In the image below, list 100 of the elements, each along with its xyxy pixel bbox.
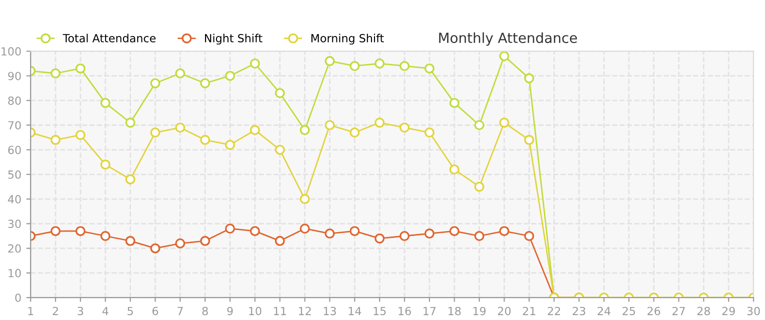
y-tick-label: 20 (8, 244, 21, 253)
y-tick-label: 40 (8, 195, 21, 204)
x-tick-label: 8 (202, 306, 208, 316)
x-tick-label: 4 (102, 306, 108, 316)
point (100, 231, 110, 241)
point (499, 226, 510, 236)
point (274, 144, 285, 155)
x-tick-label: 29 (722, 306, 735, 316)
point (225, 224, 236, 234)
x-tick-label: 17 (424, 306, 436, 316)
x-tick-label: 6 (152, 306, 158, 316)
y-tick-label: 60 (8, 146, 21, 154)
point (50, 134, 61, 145)
point (499, 118, 510, 128)
point (374, 233, 385, 244)
x-tick-label: 28 (697, 306, 710, 316)
x-tick-label: 27 (672, 306, 685, 316)
point (274, 236, 285, 246)
x-tick-label: 21 (522, 306, 536, 316)
x-tick-label: 18 (448, 306, 461, 316)
point (524, 134, 534, 145)
point (75, 226, 86, 236)
x-tick-label: 30 (747, 306, 760, 316)
point (250, 226, 260, 236)
x-tick-label: 14 (348, 306, 362, 316)
point (424, 128, 434, 138)
x-tick-label: 25 (622, 306, 635, 316)
point (474, 120, 484, 130)
point (499, 51, 510, 62)
y-tick-label: 90 (8, 72, 21, 80)
point (400, 60, 410, 71)
point (300, 125, 310, 136)
point (200, 134, 210, 145)
point (424, 228, 434, 239)
point (524, 231, 534, 241)
legend-label: Night Shift (205, 34, 262, 45)
point (250, 58, 260, 69)
point (400, 231, 410, 241)
x-tick-label: 9 (227, 306, 233, 316)
point (250, 125, 260, 136)
point (474, 231, 484, 241)
point (75, 63, 86, 74)
x-tick-label: 12 (298, 306, 311, 316)
y-tick-label: 70 (8, 121, 21, 130)
x-tick-label: 23 (572, 306, 586, 316)
point (449, 226, 460, 236)
legend-label: Morning Shift (311, 34, 384, 45)
point (125, 236, 136, 246)
point (125, 118, 136, 128)
x-tick-label: 3 (78, 306, 84, 316)
point (424, 63, 434, 74)
point (100, 98, 110, 108)
x-tick-label: 22 (548, 306, 560, 316)
x-tick-label: 5 (128, 306, 133, 316)
point (449, 98, 460, 108)
legend-label: Total Attendance (62, 34, 156, 42)
x-tick-label: 10 (249, 306, 262, 316)
point (350, 128, 360, 138)
point (374, 118, 385, 128)
chart-title: Monthly Attendance (439, 32, 577, 46)
point (200, 236, 210, 246)
point (100, 160, 110, 170)
point (175, 122, 186, 133)
y-tick-label: 0 (15, 294, 21, 302)
point (324, 120, 335, 130)
point (300, 194, 310, 204)
point (75, 130, 86, 140)
point (300, 224, 310, 234)
point (150, 243, 160, 254)
point (50, 226, 61, 236)
point (350, 226, 360, 236)
x-tick-label: 1 (28, 306, 34, 316)
y-tick-label: 80 (8, 96, 21, 105)
point (225, 70, 236, 81)
y-tick-label: 30 (8, 220, 21, 228)
point (225, 140, 236, 150)
x-tick-label: 20 (498, 306, 511, 316)
point (350, 60, 360, 71)
point (175, 68, 186, 78)
point (324, 56, 335, 66)
point (150, 128, 160, 138)
point (175, 238, 186, 248)
x-tick-label: 11 (274, 306, 286, 316)
x-tick-label: 2 (52, 306, 58, 316)
y-tick-label: 100 (2, 47, 21, 56)
point (150, 78, 160, 88)
x-tick-label: 7 (178, 306, 183, 316)
x-tick-label: 15 (374, 306, 386, 316)
point (200, 78, 210, 88)
point (449, 164, 460, 174)
point (400, 122, 410, 133)
point (474, 182, 484, 192)
point (374, 58, 385, 69)
x-tick-label: 16 (398, 306, 411, 316)
y-tick-label: 50 (8, 170, 21, 179)
x-tick-label: 13 (324, 306, 336, 316)
x-tick-label: 26 (648, 306, 660, 316)
y-tick-label: 10 (8, 268, 21, 278)
point (50, 68, 61, 78)
point (125, 174, 136, 184)
